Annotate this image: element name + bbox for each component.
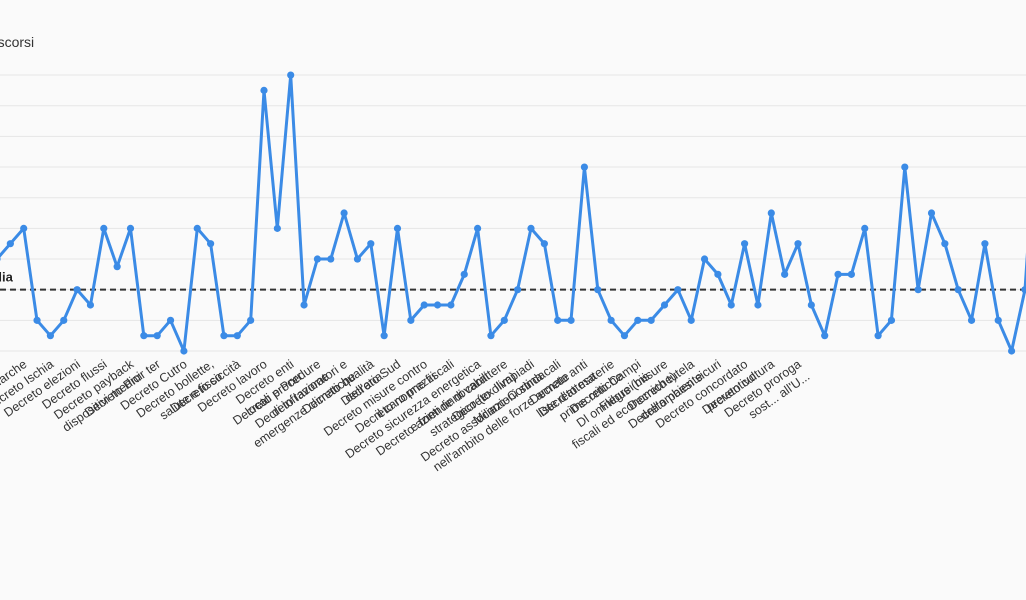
data-point[interactable] [126, 224, 135, 232]
data-point[interactable] [927, 209, 936, 217]
data-point[interactable] [567, 316, 575, 324]
data-point[interactable] [220, 332, 228, 340]
data-point[interactable] [367, 240, 375, 248]
data-point[interactable] [0, 255, 1, 262]
data-point[interactable] [207, 240, 215, 248]
data-point[interactable] [1021, 286, 1026, 294]
data-point[interactable] [767, 209, 775, 217]
data-point[interactable] [901, 163, 909, 171]
data-point[interactable] [33, 316, 41, 324]
data-point[interactable] [487, 332, 495, 340]
data-point[interactable] [821, 332, 829, 340]
data-point[interactable] [140, 332, 148, 340]
data-point[interactable] [580, 163, 589, 171]
data-point[interactable] [754, 301, 762, 309]
data-point[interactable] [447, 301, 455, 309]
gridlines [0, 74, 1026, 352]
average-line-group: Media [0, 270, 1026, 291]
data-point[interactable] [166, 316, 175, 324]
data-point[interactable] [193, 224, 201, 232]
data-point[interactable] [460, 270, 468, 278]
data-point[interactable] [620, 332, 629, 340]
series-group [0, 71, 1026, 355]
data-point[interactable] [287, 71, 295, 79]
data-point[interactable] [420, 301, 428, 309]
data-point[interactable] [407, 316, 415, 324]
data-point[interactable] [260, 86, 268, 94]
data-point[interactable] [914, 286, 922, 294]
data-point[interactable] [634, 316, 642, 324]
data-point[interactable] [474, 224, 482, 232]
data-point[interactable] [594, 286, 602, 294]
data-point[interactable] [941, 240, 949, 248]
data-point[interactable] [313, 255, 321, 263]
data-point[interactable] [554, 316, 562, 324]
data-point[interactable] [781, 270, 789, 278]
data-point[interactable] [73, 286, 81, 294]
data-point[interactable] [714, 270, 722, 278]
data-point[interactable] [100, 224, 108, 232]
data-point[interactable] [741, 240, 749, 248]
data-point[interactable] [674, 286, 682, 294]
data-point[interactable] [727, 301, 735, 309]
y-axis-label: Giorni trascorsi [0, 34, 34, 50]
data-point[interactable] [433, 301, 442, 309]
average-label: Media [0, 270, 14, 285]
data-point[interactable] [994, 316, 1002, 324]
series-line [0, 73, 1026, 353]
data-point[interactable] [340, 209, 348, 217]
data-point[interactable] [887, 316, 896, 324]
data-point[interactable] [967, 316, 976, 324]
data-point[interactable] [60, 316, 68, 324]
data-point[interactable] [861, 224, 869, 232]
data-point[interactable] [700, 255, 709, 263]
data-point[interactable] [607, 316, 615, 324]
data-point[interactable] [847, 270, 856, 278]
data-point[interactable] [954, 286, 962, 294]
data-point[interactable] [794, 240, 802, 248]
data-point[interactable] [20, 224, 28, 232]
data-point[interactable] [86, 301, 95, 309]
data-point[interactable] [834, 270, 842, 278]
data-point[interactable] [380, 332, 388, 340]
data-point[interactable] [660, 301, 669, 309]
data-point[interactable] [233, 332, 241, 340]
data-point[interactable] [113, 263, 121, 271]
data-point[interactable] [981, 240, 989, 248]
data-point[interactable] [46, 332, 55, 340]
data-point[interactable] [180, 347, 188, 355]
data-point[interactable] [527, 224, 535, 232]
data-point[interactable] [327, 255, 335, 263]
data-point[interactable] [1008, 347, 1016, 355]
data-point[interactable] [300, 301, 308, 309]
data-point[interactable] [514, 286, 522, 294]
data-point[interactable] [874, 332, 882, 340]
data-point[interactable] [6, 240, 14, 248]
data-point[interactable] [393, 224, 402, 232]
data-point[interactable] [353, 255, 362, 263]
data-point[interactable] [153, 332, 161, 340]
data-point[interactable] [687, 316, 695, 324]
data-point[interactable] [540, 240, 548, 248]
data-point[interactable] [647, 316, 655, 324]
data-point[interactable] [247, 316, 255, 324]
data-point[interactable] [273, 224, 281, 232]
data-point[interactable] [500, 316, 508, 324]
data-point[interactable] [807, 301, 815, 309]
